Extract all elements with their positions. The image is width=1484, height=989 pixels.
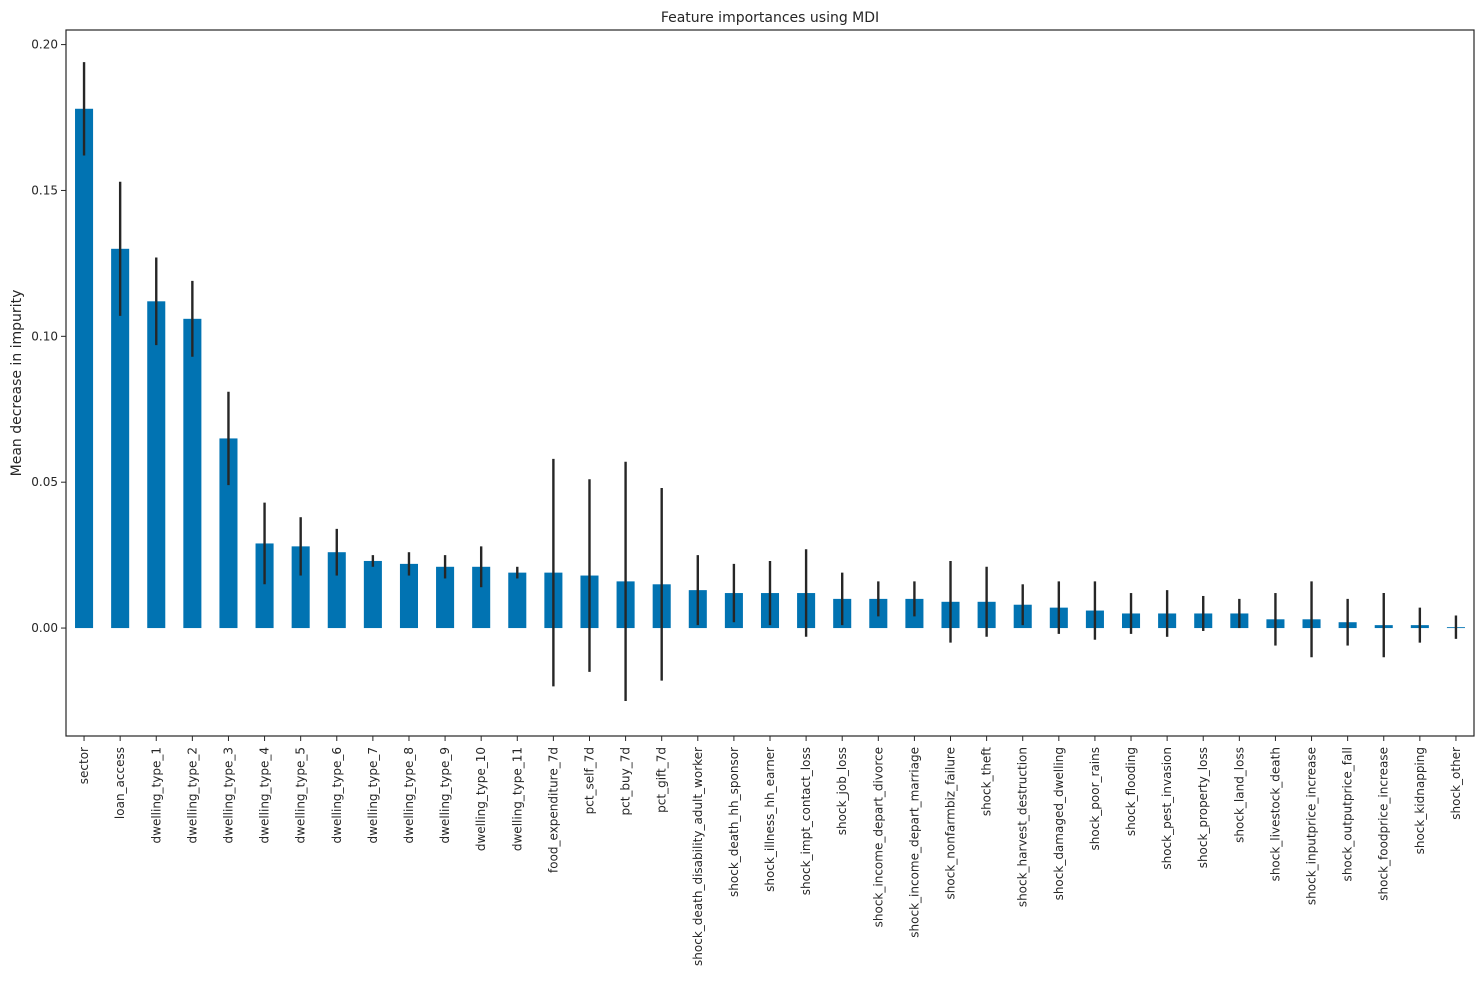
x-tick-label: shock_land_loss (1232, 747, 1246, 843)
x-tick-label: shock_illness_hh_earner (763, 747, 777, 892)
x-tick-label: shock_death_hh_sponsor (727, 747, 741, 897)
x-tick-label: shock_theft (980, 747, 994, 816)
x-tick-label: shock_income_depart_divorce (871, 747, 885, 927)
x-tick-label: shock_other (1449, 747, 1463, 820)
x-tick-label: dwelling_type_9 (438, 747, 452, 843)
x-tick-label: shock_impt_contact_loss (799, 747, 813, 895)
x-tick-label: shock_pest_invasion (1160, 747, 1174, 870)
bar-dwelling_type_4 (255, 543, 274, 629)
x-tick-label: shock_death_disability_adult_worker (691, 747, 705, 966)
x-tick-label: shock_livestock_death (1268, 747, 1282, 881)
y-tick-label: 0.15 (31, 183, 58, 197)
x-tick-label: dwelling_type_2 (185, 747, 199, 843)
bars (75, 108, 1465, 629)
x-tick-label: dwelling_type_4 (258, 747, 272, 843)
x-tick-label: dwelling_type_7 (366, 747, 380, 843)
x-tick-label: dwelling_type_1 (149, 747, 163, 843)
bar-loan_access (111, 248, 130, 629)
x-tick-label: shock_poor_rains (1088, 747, 1102, 850)
y-tick-label: 0.10 (31, 329, 58, 343)
bar-dwelling_type_6 (327, 552, 346, 629)
x-tick-label: shock_job_loss (835, 747, 849, 835)
bar-dwelling_type_10 (472, 566, 491, 629)
x-tick-label: pct_buy_7d (619, 747, 633, 816)
x-axis-ticks: sector loan_access dwelling_type_1 dwelling… (77, 736, 1463, 966)
x-tick-label: shock_flooding (1124, 747, 1138, 836)
x-tick-label: dwelling_type_6 (330, 747, 344, 843)
bar-dwelling_type_8 (399, 563, 418, 629)
x-tick-label: shock_income_depart_marriage (907, 747, 921, 938)
bar-dwelling_type_7 (363, 560, 382, 629)
x-tick-label: shock_harvest_destruction (1016, 747, 1030, 907)
x-tick-label: shock_outputprice_fall (1341, 747, 1355, 881)
y-tick-label: 0.05 (31, 475, 58, 489)
x-tick-label: sector (77, 747, 91, 784)
y-axis-ticks: 0.00 0.05 0.10 0.15 0.20 (31, 38, 66, 635)
x-tick-label: food_expenditure_7d (546, 747, 560, 873)
x-tick-label: shock_property_loss (1196, 747, 1210, 868)
y-tick-label: 0.00 (31, 621, 58, 635)
x-tick-label: shock_inputprice_increase (1305, 747, 1319, 905)
x-tick-label: shock_nonfarmbiz_failure (944, 747, 958, 899)
x-tick-label: shock_foodprice_increase (1377, 747, 1391, 901)
x-tick-label: pct_gift_7d (655, 747, 669, 813)
bar-dwelling_type_9 (436, 566, 455, 629)
chart-title: Feature importances using MDI (661, 10, 879, 26)
bar-dwelling_type_5 (291, 546, 310, 629)
bar-sector (75, 108, 94, 629)
error-bars (82, 62, 1458, 701)
y-tick-label: 0.20 (31, 38, 58, 52)
x-tick-label: dwelling_type_10 (474, 747, 488, 851)
x-tick-label: dwelling_type_5 (294, 747, 308, 843)
x-tick-label: dwelling_type_11 (510, 747, 524, 851)
x-tick-label: shock_kidnapping (1413, 747, 1427, 854)
bar-dwelling_type_11 (508, 572, 527, 629)
x-tick-label: pct_self_7d (582, 747, 596, 814)
x-tick-label: loan_access (113, 747, 127, 819)
x-tick-label: shock_damaged_dwelling (1052, 747, 1066, 900)
plot-frame (65, 29, 1475, 737)
x-tick-label: dwelling_type_3 (221, 747, 235, 843)
bar-dwelling_type_2 (183, 318, 202, 629)
bar-dwelling_type_1 (147, 301, 166, 629)
y-axis-label: Mean decrease in impurity (9, 290, 25, 477)
x-tick-label: dwelling_type_8 (402, 747, 416, 843)
bar-dwelling_type_3 (219, 438, 238, 629)
